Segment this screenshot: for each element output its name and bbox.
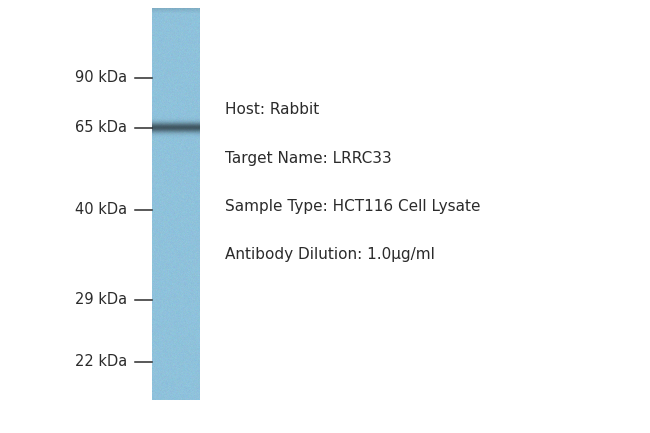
Text: 65 kDa: 65 kDa bbox=[75, 120, 127, 136]
Text: Target Name: LRRC33: Target Name: LRRC33 bbox=[225, 151, 392, 165]
Text: Antibody Dilution: 1.0µg/ml: Antibody Dilution: 1.0µg/ml bbox=[225, 246, 435, 262]
Text: Sample Type: HCT116 Cell Lysate: Sample Type: HCT116 Cell Lysate bbox=[225, 198, 480, 213]
Text: 22 kDa: 22 kDa bbox=[75, 355, 127, 369]
Text: 90 kDa: 90 kDa bbox=[75, 71, 127, 85]
Text: Host: Rabbit: Host: Rabbit bbox=[225, 103, 319, 117]
Text: 29 kDa: 29 kDa bbox=[75, 293, 127, 307]
Text: 40 kDa: 40 kDa bbox=[75, 203, 127, 217]
